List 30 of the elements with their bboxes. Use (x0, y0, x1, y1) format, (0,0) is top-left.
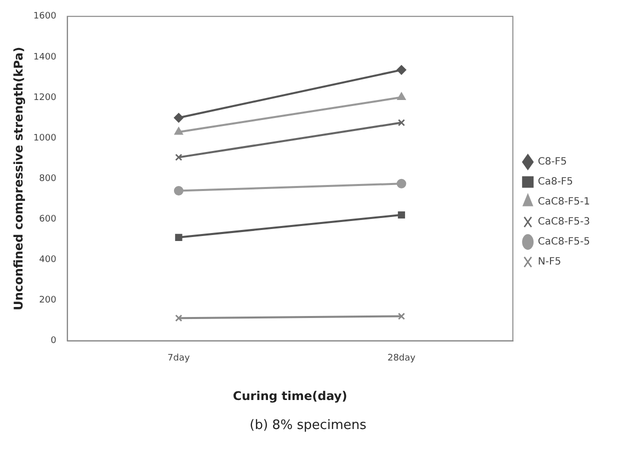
point (175, 234, 182, 241)
legend-label: CaC8-F5-3 (538, 216, 590, 228)
point (175, 314, 182, 322)
y-tick-label: 1400 (33, 52, 57, 62)
point (398, 211, 406, 218)
x-tick-label: 28day (387, 354, 416, 364)
point (396, 178, 406, 188)
y-tick-label: 1000 (33, 133, 57, 144)
x-tick-label: 7day (168, 354, 191, 364)
y-tick-label: 400 (39, 255, 57, 266)
y-tick-label: 0 (50, 336, 57, 346)
point (174, 186, 184, 196)
y-tick-label: 600 (39, 214, 57, 224)
text: (b) 8% specimens (248, 418, 368, 433)
legend-label: C8-F5 (538, 156, 567, 168)
point (175, 154, 182, 161)
legend-label: CaC8-F5-1 (538, 196, 590, 208)
y-tick-label: 800 (39, 174, 57, 184)
y-tick-label: 200 (39, 296, 57, 306)
x-axis-title: Curing time(day) (232, 388, 348, 403)
legend-label: Ca8-F5 (538, 176, 574, 188)
y-tick-label: 1200 (33, 92, 57, 103)
y-axis-title: Unconfined compressive strength(kPa) (11, 46, 26, 310)
legend-label: N-F5 (538, 256, 562, 268)
point (398, 312, 406, 320)
y-tick-label: 1600 (33, 12, 57, 22)
point (398, 119, 406, 126)
legend-label: CaC8-F5-5 (538, 236, 590, 248)
point (396, 65, 406, 75)
point (174, 113, 184, 123)
